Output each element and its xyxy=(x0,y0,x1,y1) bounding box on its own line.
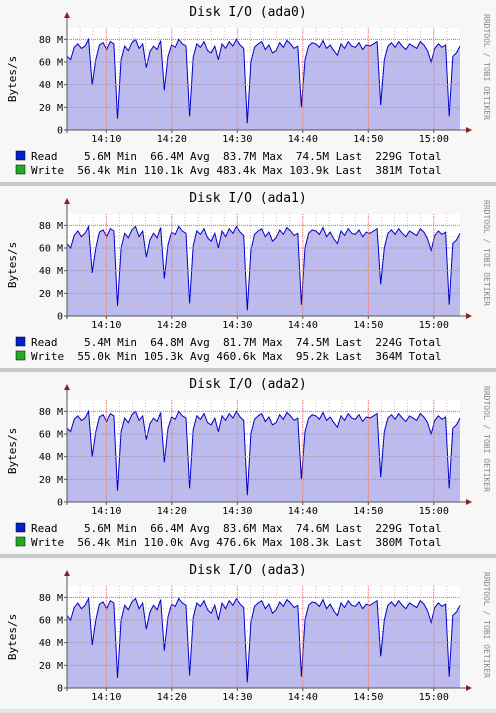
chart-title: Disk I/O (ada3) xyxy=(189,563,306,578)
disk-io-chart: Disk I/O (ada3) RRDTOOL / TOBI OETIKER 0 20… xyxy=(6,563,491,703)
x-tick-label: 14:30 xyxy=(222,320,252,331)
read-legend-text: Read 5.6M Min 66.4M Avg 83.6M Max 74.6M … xyxy=(31,522,442,535)
x-tick-label: 14:30 xyxy=(222,134,252,145)
chart-title: Disk I/O (ada2) xyxy=(189,377,306,392)
y-tick-label: 40 M xyxy=(39,80,63,91)
chart-title: Disk I/O (ada0) xyxy=(189,5,306,20)
y-tick-label: 20 M xyxy=(39,103,63,114)
read-legend-text: Read 5.6M Min 66.4M Avg 83.7M Max 74.5M … xyxy=(31,150,442,163)
watermark: RRDTOOL / TOBI OETIKER xyxy=(482,200,491,306)
x-tick-label: 14:50 xyxy=(353,692,383,703)
x-tick-label: 14:40 xyxy=(288,506,318,517)
read-line xyxy=(66,37,461,124)
x-tick-label: 14:50 xyxy=(353,320,383,331)
y-tick-label: 80 M xyxy=(39,407,63,418)
read-legend-swatch xyxy=(15,336,26,347)
y-axis-label: Bytes/s xyxy=(6,428,19,474)
read-legend-swatch xyxy=(15,522,26,533)
x-tick-label: 15:00 xyxy=(419,506,449,517)
x-tick-label: 14:30 xyxy=(222,692,252,703)
y-tick-label: 80 M xyxy=(39,221,63,232)
x-tick-label: 15:00 xyxy=(419,320,449,331)
y-tick-label: 20 M xyxy=(39,289,63,300)
y-tick-label: 60 M xyxy=(39,58,63,69)
write-legend-swatch xyxy=(15,164,26,175)
y-tick-label: 80 M xyxy=(39,593,63,604)
y-tick-label: 80 M xyxy=(39,35,63,46)
y-tick-label: 0 xyxy=(57,126,63,137)
x-tick-label: 14:40 xyxy=(288,320,318,331)
y-axis-arrow xyxy=(64,198,70,204)
x-axis-arrow xyxy=(466,499,472,505)
y-tick-label: 20 M xyxy=(39,661,63,672)
disk-io-graph-panel: Disk I/O (ada1) RRDTOOL / TOBI OETIKER 0 20… xyxy=(0,186,496,371)
read-legend-swatch xyxy=(15,150,26,161)
x-tick-label: 15:00 xyxy=(419,134,449,145)
write-legend-text: Write 56.4k Min 110.1k Avg 483.4k Max 10… xyxy=(31,164,442,177)
x-tick-label: 15:00 xyxy=(419,692,449,703)
y-tick-label: 60 M xyxy=(39,616,63,627)
x-axis-arrow xyxy=(466,685,472,691)
x-tick-label: 14:40 xyxy=(288,692,318,703)
read-legend-text: Read 5.4M Min 64.8M Avg 81.7M Max 74.5M … xyxy=(31,336,442,349)
x-tick-label: 14:20 xyxy=(157,134,187,145)
x-axis-arrow xyxy=(466,313,472,319)
y-axis-label: Bytes/s xyxy=(6,614,19,660)
disk-io-graph-panel: Disk I/O (ada0) RRDTOOL / TOBI OETIKER 0 20… xyxy=(0,0,496,185)
write-legend-text: Write 55.0k Min 105.3k Avg 460.6k Max 95… xyxy=(31,350,442,363)
disk-io-chart: Disk I/O (ada0) RRDTOOL / TOBI OETIKER 0 20… xyxy=(6,5,491,177)
y-tick-label: 60 M xyxy=(39,430,63,441)
x-tick-label: 14:50 xyxy=(353,506,383,517)
read-line xyxy=(66,409,461,496)
y-axis-arrow xyxy=(64,384,70,390)
panel-separator xyxy=(0,368,496,372)
x-tick-label: 14:20 xyxy=(157,320,187,331)
x-tick-label: 14:20 xyxy=(157,692,187,703)
y-axis-label: Bytes/s xyxy=(6,242,19,288)
watermark: RRDTOOL / TOBI OETIKER xyxy=(482,386,491,492)
y-tick-label: 20 M xyxy=(39,475,63,486)
panel-separator xyxy=(0,182,496,186)
x-tick-label: 14:10 xyxy=(91,692,121,703)
x-tick-label: 14:30 xyxy=(222,506,252,517)
watermark: RRDTOOL / TOBI OETIKER xyxy=(482,572,491,678)
read-line xyxy=(66,596,461,683)
disk-io-graph-panel: Disk I/O (ada2) RRDTOOL / TOBI OETIKER 0 20… xyxy=(0,372,496,557)
y-axis-label: Bytes/s xyxy=(6,56,19,102)
x-tick-label: 14:10 xyxy=(91,134,121,145)
disk-io-graph-panel: Disk I/O (ada3) RRDTOOL / TOBI OETIKER 0 20… xyxy=(0,558,496,709)
write-legend-swatch xyxy=(15,350,26,361)
write-legend-swatch xyxy=(15,536,26,547)
y-tick-label: 0 xyxy=(57,498,63,509)
x-tick-label: 14:10 xyxy=(91,506,121,517)
y-tick-label: 40 M xyxy=(39,266,63,277)
y-axis-arrow xyxy=(64,12,70,18)
x-tick-label: 14:50 xyxy=(353,134,383,145)
y-tick-label: 0 xyxy=(57,684,63,695)
y-tick-label: 40 M xyxy=(39,452,63,463)
disk-io-chart: Disk I/O (ada1) RRDTOOL / TOBI OETIKER 0 20… xyxy=(6,191,491,363)
y-tick-label: 60 M xyxy=(39,244,63,255)
x-tick-label: 14:20 xyxy=(157,506,187,517)
disk-io-chart: Disk I/O (ada2) RRDTOOL / TOBI OETIKER 0 20… xyxy=(6,377,491,549)
y-tick-label: 40 M xyxy=(39,638,63,649)
chart-title: Disk I/O (ada1) xyxy=(189,191,306,206)
write-legend-text: Write 56.4k Min 110.0k Avg 476.6k Max 10… xyxy=(31,536,442,549)
x-tick-label: 14:10 xyxy=(91,320,121,331)
y-tick-label: 0 xyxy=(57,312,63,323)
panel-separator xyxy=(0,554,496,558)
read-line xyxy=(66,224,461,311)
y-axis-arrow xyxy=(64,570,70,576)
x-tick-label: 14:40 xyxy=(288,134,318,145)
x-axis-arrow xyxy=(466,127,472,133)
watermark: RRDTOOL / TOBI OETIKER xyxy=(482,14,491,120)
